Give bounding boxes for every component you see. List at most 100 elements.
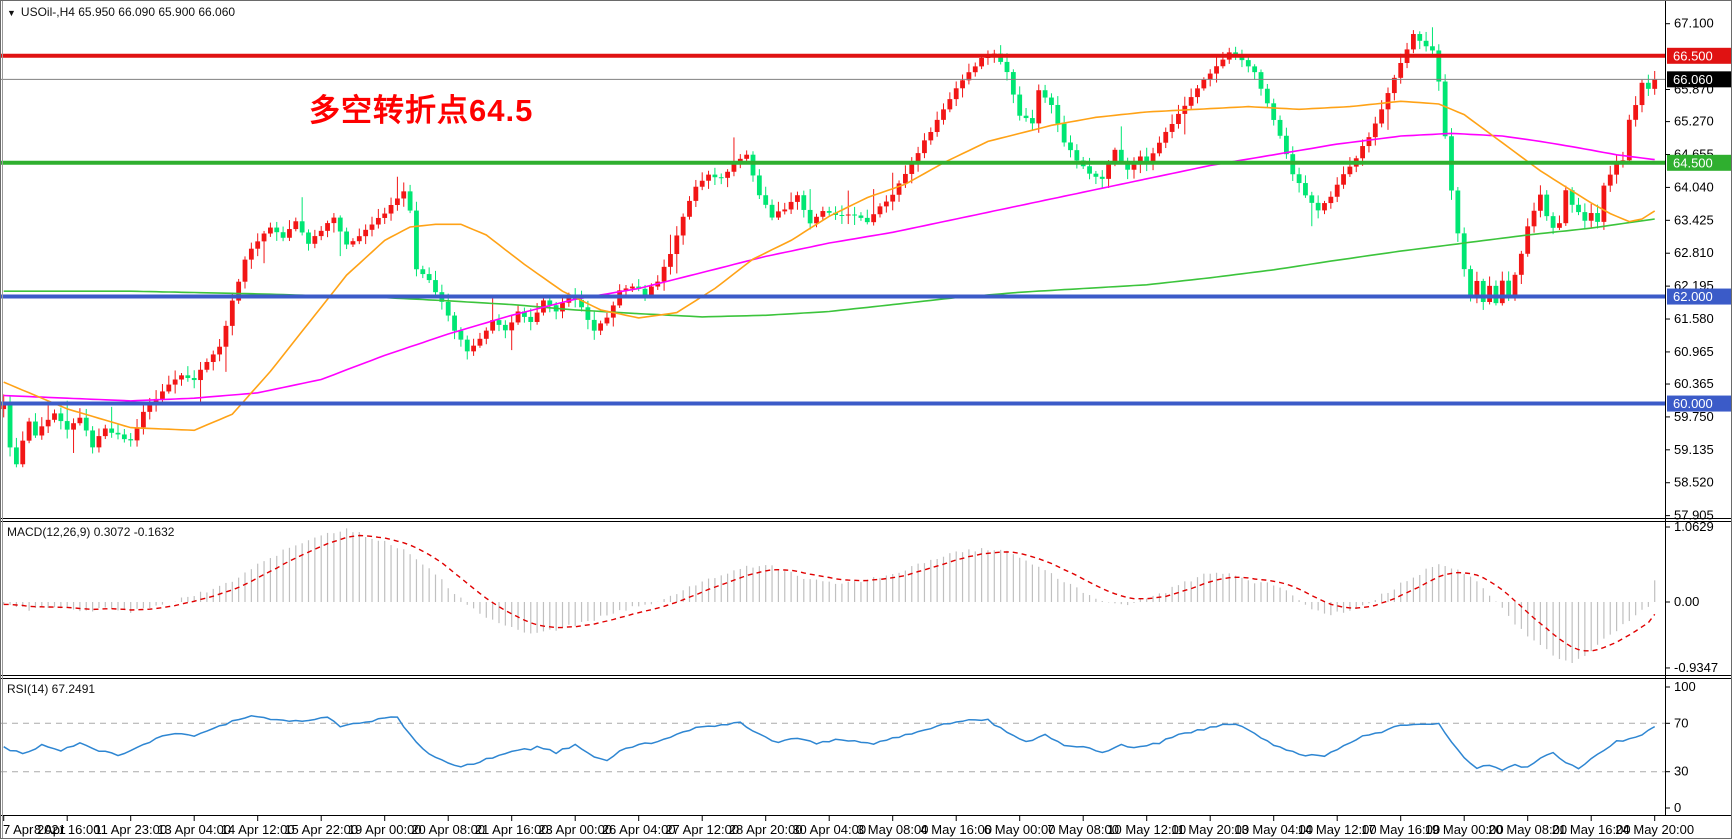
candle-body — [388, 205, 394, 214]
candle-body — [1512, 274, 1518, 297]
candle-body — [1220, 59, 1226, 67]
candle-body — [229, 300, 235, 326]
time-tick-label: 4 May 16:00 — [920, 822, 992, 837]
candle-body — [1531, 210, 1537, 227]
symbol-dropdown-icon[interactable]: ▼ — [7, 8, 16, 18]
candle-body — [496, 320, 502, 325]
candle-body — [1296, 174, 1302, 184]
price-level-badge — [1667, 288, 1731, 305]
candle-body — [744, 154, 750, 159]
candle-body — [864, 217, 870, 223]
candle-body — [1144, 156, 1150, 163]
time-tick-label: 14 May 12:00 — [1298, 822, 1377, 837]
candle-body — [1125, 161, 1131, 170]
candle-body — [1607, 174, 1613, 186]
candle-body — [458, 330, 464, 340]
candle-body — [1284, 135, 1289, 155]
candle-body — [1474, 280, 1480, 296]
candle-body — [1074, 150, 1080, 161]
candle-body — [401, 191, 407, 199]
candle-body — [45, 419, 51, 427]
candle-body — [1188, 97, 1194, 106]
chart-title-text: USOil-,H4 65.950 66.090 65.900 66.060 — [20, 5, 236, 19]
candle-body — [274, 227, 280, 233]
candle-body — [579, 299, 584, 308]
candle-body — [1017, 94, 1023, 116]
candle-body — [560, 302, 565, 312]
candle-body — [1264, 88, 1270, 104]
candle-body — [636, 286, 642, 289]
candle-body — [1245, 60, 1251, 67]
time-tick-label: 14 Apr 12:00 — [221, 822, 295, 837]
candle-body — [699, 180, 705, 187]
candle-body — [261, 233, 267, 242]
candle-body — [1468, 269, 1473, 296]
candle-body — [1645, 82, 1651, 89]
rsi-line — [3, 715, 1656, 772]
candle-body — [1169, 123, 1175, 132]
candle-body — [1506, 280, 1512, 297]
candle-body — [1569, 190, 1575, 205]
candle-body — [1614, 163, 1619, 175]
candle-body — [236, 281, 242, 301]
price-tick-label: 59.750 — [1674, 409, 1714, 424]
price-axis[interactable]: 67.10065.87065.27064.65564.04063.42562.8… — [1665, 16, 1731, 815]
candle-body — [1277, 119, 1283, 136]
candle-body — [490, 320, 496, 331]
candle-body — [890, 194, 896, 202]
candle-body — [1550, 216, 1556, 228]
candle-body — [1430, 46, 1435, 51]
candle-body — [1023, 115, 1029, 119]
candle-body — [350, 241, 356, 245]
time-tick-label: 10 May 12:00 — [1107, 822, 1186, 837]
candle-body — [452, 315, 457, 331]
candle-body — [134, 427, 140, 441]
candle-body — [756, 175, 762, 196]
rsi-scale-label: 0 — [1674, 800, 1681, 815]
candle-body — [1423, 40, 1429, 47]
candle-body — [1010, 72, 1016, 95]
candle-body — [248, 248, 254, 260]
candle-body — [1626, 119, 1632, 161]
candle-body — [1, 402, 7, 410]
price-tick-label: 65.270 — [1674, 114, 1714, 129]
candle-body — [299, 221, 305, 233]
candle-body — [1576, 204, 1581, 213]
candle-body — [972, 66, 978, 73]
price-tick-label: 67.100 — [1674, 16, 1714, 31]
candle-body — [33, 421, 38, 436]
candle-body — [1601, 185, 1607, 222]
rsi-indicator-label: RSI(14) 67.2491 — [7, 682, 96, 696]
rsi-scale-label: 70 — [1674, 715, 1688, 730]
price-tick-label: 59.135 — [1674, 442, 1714, 457]
candle-body — [629, 286, 635, 289]
candle-body — [725, 171, 730, 178]
price-tick-label: 61.580 — [1674, 311, 1714, 326]
candle-body — [464, 339, 470, 352]
candle-body — [979, 58, 984, 67]
candle-body — [769, 204, 775, 218]
candle-body — [1385, 93, 1391, 110]
candle-body — [674, 235, 680, 255]
candle-body — [858, 215, 864, 218]
candle-body — [356, 236, 362, 242]
candle-body — [718, 177, 724, 179]
candle-body — [58, 413, 64, 422]
candle-body — [947, 99, 953, 110]
candle-body — [737, 158, 743, 163]
price-level-badge-label: 64.500 — [1673, 155, 1713, 170]
candle-body — [1334, 184, 1340, 197]
candle-body — [179, 375, 184, 380]
time-tick-label: 20 Apr 08:00 — [411, 822, 485, 837]
candle-body — [712, 174, 718, 178]
candle-body — [585, 307, 591, 320]
candle-body — [96, 436, 102, 448]
candle-body — [1137, 156, 1143, 165]
candle-body — [1030, 118, 1035, 124]
candle-body — [121, 434, 127, 440]
macd-indicator-label: MACD(12,26,9) 0.3072 -0.1632 — [7, 525, 175, 539]
